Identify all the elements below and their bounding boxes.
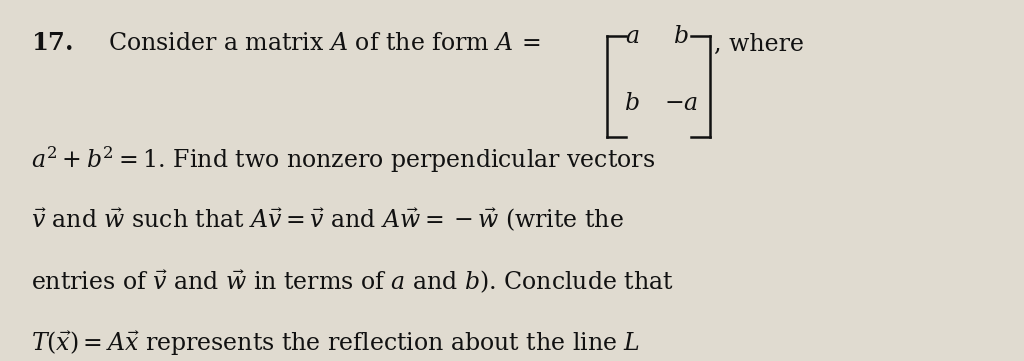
Text: $a^2 + b^2 = 1$. Find two nonzero perpendicular vectors: $a^2 + b^2 = 1$. Find two nonzero perpen… <box>31 144 655 175</box>
Text: entries of $\vec{v}$ and $\vec{w}$ in terms of $a$ and $b$). Conclude that: entries of $\vec{v}$ and $\vec{w}$ in te… <box>31 267 674 296</box>
Text: $-a$: $-a$ <box>664 92 698 115</box>
Text: , where: , where <box>714 32 804 56</box>
Text: $a$: $a$ <box>625 25 639 48</box>
Text: Consider a matrix $A$ of the form $A\/ =$: Consider a matrix $A$ of the form $A\/ =… <box>108 32 540 56</box>
Text: $\vec{v}$ and $\vec{w}$ such that $A\vec{v} = \vec{v}$ and $A\vec{w} = -\vec{w}$: $\vec{v}$ and $\vec{w}$ such that $A\vec… <box>31 206 624 234</box>
Text: $\mathbf{17.}$: $\mathbf{17.}$ <box>31 32 73 56</box>
Text: $T(\vec{x}) = A\vec{x}$ represents the reflection about the line $L$: $T(\vec{x}) = A\vec{x}$ represents the r… <box>31 329 640 358</box>
Text: $b$: $b$ <box>624 92 640 115</box>
Text: $b$: $b$ <box>673 25 689 48</box>
